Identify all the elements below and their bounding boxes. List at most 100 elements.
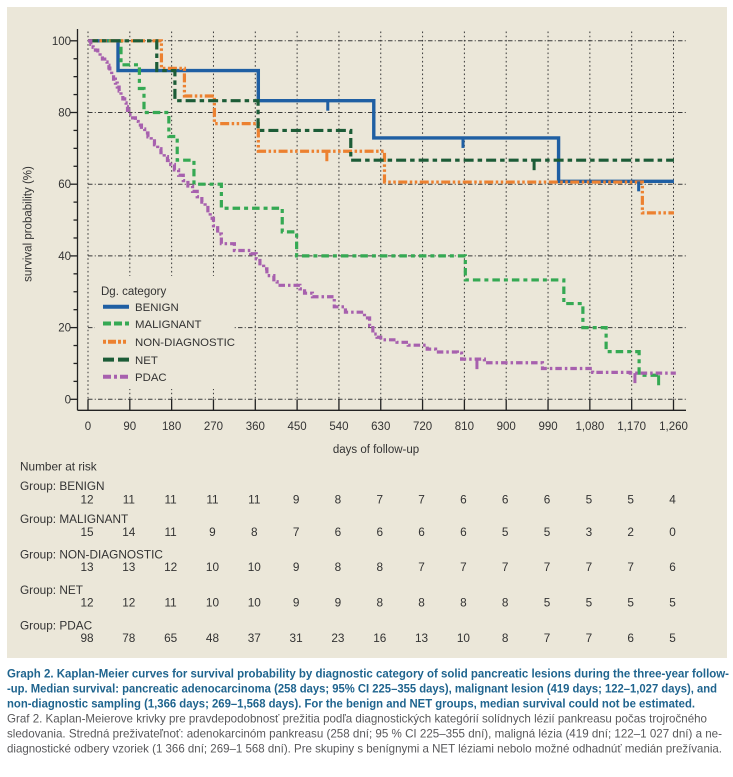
svg-text:11: 11 [206, 493, 218, 507]
svg-text:20: 20 [58, 323, 71, 335]
svg-text:9: 9 [293, 560, 300, 574]
svg-text:5: 5 [544, 596, 551, 610]
svg-text:48: 48 [206, 631, 220, 645]
svg-text:7: 7 [544, 631, 551, 645]
svg-text:7: 7 [502, 560, 509, 574]
svg-text:11: 11 [123, 493, 135, 507]
svg-text:-up. Median survival: pancreat: -up. Median survival: pancreatic adenoca… [7, 683, 717, 696]
svg-text:65: 65 [164, 631, 178, 645]
svg-text:7: 7 [544, 560, 551, 574]
svg-text:BENIGN: BENIGN [135, 302, 179, 314]
svg-text:7: 7 [586, 560, 593, 574]
svg-text:8: 8 [376, 596, 383, 610]
svg-text:720: 720 [413, 421, 432, 433]
svg-text:MALIGNANT: MALIGNANT [135, 319, 201, 331]
svg-text:6: 6 [669, 560, 676, 574]
svg-text:1,260: 1,260 [659, 421, 688, 433]
svg-text:12: 12 [80, 493, 93, 507]
svg-text:10: 10 [248, 596, 262, 610]
svg-text:270: 270 [204, 421, 223, 433]
svg-text:15: 15 [80, 525, 94, 539]
svg-text:360: 360 [246, 421, 265, 433]
svg-text:5: 5 [502, 525, 509, 539]
svg-text:non-diagnostic sampling (1,366: non-diagnostic sampling (1,366 days; 269… [7, 698, 695, 711]
svg-text:10: 10 [206, 596, 220, 610]
svg-text:5: 5 [627, 493, 634, 507]
svg-text:900: 900 [497, 421, 516, 433]
svg-text:12: 12 [122, 596, 135, 610]
svg-text:Group: NET: Group: NET [20, 583, 83, 597]
svg-text:60: 60 [58, 179, 71, 191]
svg-text:450: 450 [288, 421, 307, 433]
svg-text:7: 7 [586, 631, 593, 645]
svg-text:11: 11 [165, 525, 177, 539]
svg-text:0: 0 [85, 421, 91, 433]
svg-text:Group: MALIGNANT: Group: MALIGNANT [20, 512, 128, 526]
svg-text:7: 7 [418, 560, 425, 574]
svg-text:NET: NET [135, 355, 158, 367]
svg-text:8: 8 [502, 596, 509, 610]
svg-text:8: 8 [418, 596, 425, 610]
svg-text:810: 810 [455, 421, 474, 433]
svg-text:8: 8 [251, 525, 258, 539]
svg-text:5: 5 [669, 596, 676, 610]
svg-text:630: 630 [371, 421, 390, 433]
svg-text:5: 5 [544, 525, 551, 539]
svg-text:10: 10 [248, 560, 262, 574]
svg-text:16: 16 [373, 631, 387, 645]
svg-text:Group: BENIGN: Group: BENIGN [20, 479, 105, 493]
svg-text:3: 3 [586, 525, 593, 539]
svg-text:Graf 2. Kaplan-Meierove krivky: Graf 2. Kaplan-Meierove krivky pre pravd… [7, 713, 707, 726]
svg-text:survival probability (%): survival probability (%) [23, 166, 35, 282]
svg-text:540: 540 [329, 421, 348, 433]
svg-text:5: 5 [669, 631, 676, 645]
svg-text:37: 37 [248, 631, 261, 645]
svg-text:0: 0 [669, 525, 676, 539]
svg-text:6: 6 [460, 493, 467, 507]
svg-text:Group: NON-DIAGNOSTIC: Group: NON-DIAGNOSTIC [20, 548, 163, 562]
svg-text:8: 8 [460, 596, 467, 610]
svg-text:6: 6 [544, 493, 551, 507]
svg-text:Group: PDAC: Group: PDAC [20, 619, 93, 633]
svg-text:6: 6 [502, 493, 509, 507]
svg-text:180: 180 [162, 421, 181, 433]
svg-text:6: 6 [335, 525, 342, 539]
svg-text:1,080: 1,080 [575, 421, 604, 433]
svg-text:7: 7 [293, 525, 300, 539]
svg-text:8: 8 [502, 631, 509, 645]
svg-text:40: 40 [58, 251, 71, 263]
svg-text:PDAC: PDAC [135, 372, 167, 384]
svg-text:990: 990 [538, 421, 557, 433]
svg-text:NON-DIAGNOSTIC: NON-DIAGNOSTIC [135, 337, 235, 349]
svg-text:100: 100 [52, 36, 71, 48]
svg-text:7: 7 [418, 493, 425, 507]
svg-text:31: 31 [290, 631, 303, 645]
svg-text:11: 11 [165, 596, 177, 610]
svg-text:9: 9 [293, 596, 300, 610]
svg-text:7: 7 [627, 560, 634, 574]
svg-text:98: 98 [80, 631, 94, 645]
svg-text:Number at risk: Number at risk [20, 460, 97, 474]
svg-text:23: 23 [331, 631, 345, 645]
svg-text:diagnostické odbery vzoriek (1: diagnostické odbery vzoriek (1 366 dní; … [7, 743, 722, 756]
svg-text:10: 10 [206, 560, 220, 574]
svg-text:9: 9 [335, 596, 342, 610]
svg-text:1,170: 1,170 [617, 421, 646, 433]
svg-text:80: 80 [58, 108, 71, 120]
svg-text:days of follow-up: days of follow-up [333, 444, 419, 456]
svg-text:13: 13 [122, 560, 136, 574]
svg-text:9: 9 [293, 493, 300, 507]
svg-text:6: 6 [460, 525, 467, 539]
svg-text:11: 11 [165, 493, 177, 507]
svg-text:6: 6 [376, 525, 383, 539]
svg-text:sledovania. Stredná preživateľ: sledovania. Stredná preživateľnoť: adeno… [7, 728, 722, 741]
svg-text:5: 5 [586, 493, 593, 507]
svg-text:4: 4 [669, 493, 676, 507]
svg-text:6: 6 [627, 631, 634, 645]
svg-text:13: 13 [415, 631, 429, 645]
svg-text:8: 8 [376, 560, 383, 574]
svg-text:5: 5 [627, 596, 634, 610]
svg-text:11: 11 [248, 493, 260, 507]
svg-text:7: 7 [460, 560, 467, 574]
svg-text:6: 6 [418, 525, 425, 539]
